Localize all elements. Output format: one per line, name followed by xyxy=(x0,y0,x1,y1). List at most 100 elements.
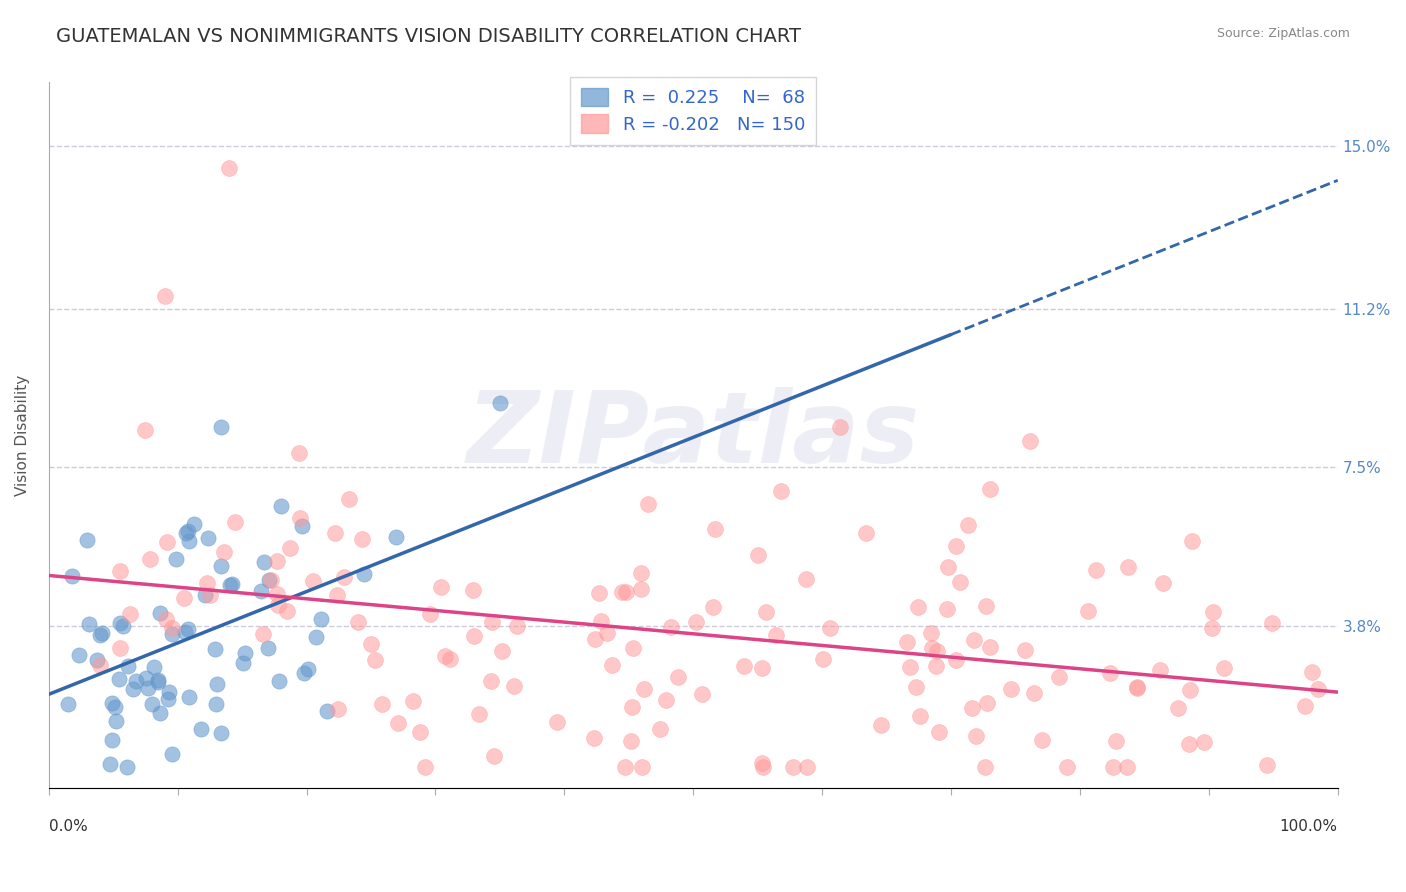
Nonimmigrants xyxy=(468,707,491,722)
Guatemalans xyxy=(190,723,212,737)
Nonimmigrants xyxy=(302,574,325,589)
Guatemalans xyxy=(194,588,217,602)
Nonimmigrants xyxy=(747,548,769,562)
Nonimmigrants xyxy=(1177,737,1199,751)
Nonimmigrants xyxy=(818,622,841,636)
Nonimmigrants xyxy=(401,694,423,708)
Nonimmigrants xyxy=(290,511,312,525)
Nonimmigrants xyxy=(600,658,623,673)
Nonimmigrants xyxy=(1126,680,1149,694)
Nonimmigrants xyxy=(1256,757,1278,772)
Nonimmigrants xyxy=(463,582,485,597)
Guatemalans xyxy=(125,674,148,689)
Guatemalans xyxy=(204,642,226,657)
Text: ZIPatlas: ZIPatlas xyxy=(467,386,920,483)
Nonimmigrants xyxy=(155,611,177,625)
Nonimmigrants xyxy=(630,566,652,581)
Guatemalans xyxy=(117,659,139,673)
Guatemalans xyxy=(488,396,510,410)
Nonimmigrants xyxy=(751,756,773,770)
Guatemalans xyxy=(177,623,200,637)
Nonimmigrants xyxy=(120,607,142,622)
Guatemalans xyxy=(138,681,160,696)
Nonimmigrants xyxy=(463,628,485,642)
Nonimmigrants xyxy=(409,725,432,739)
Guatemalans xyxy=(183,517,205,532)
Nonimmigrants xyxy=(323,526,346,541)
Nonimmigrants xyxy=(925,644,948,658)
Nonimmigrants xyxy=(266,554,288,568)
Nonimmigrants xyxy=(614,584,637,599)
Nonimmigrants xyxy=(637,497,659,511)
Nonimmigrants xyxy=(287,445,309,459)
Nonimmigrants xyxy=(160,621,183,635)
Guatemalans xyxy=(135,671,157,685)
Nonimmigrants xyxy=(326,702,349,716)
Nonimmigrants xyxy=(352,533,374,547)
Guatemalans xyxy=(141,697,163,711)
Nonimmigrants xyxy=(770,484,793,499)
Nonimmigrants xyxy=(1260,615,1282,630)
Nonimmigrants xyxy=(648,722,671,736)
Nonimmigrants xyxy=(659,620,682,634)
Nonimmigrants xyxy=(907,600,929,615)
Nonimmigrants xyxy=(1201,621,1223,635)
Guatemalans xyxy=(148,675,170,690)
Nonimmigrants xyxy=(1149,663,1171,677)
Nonimmigrants xyxy=(1056,760,1078,774)
Nonimmigrants xyxy=(1116,760,1139,774)
Nonimmigrants xyxy=(794,572,817,586)
Nonimmigrants xyxy=(276,604,298,618)
Nonimmigrants xyxy=(1085,563,1108,577)
Nonimmigrants xyxy=(583,731,606,746)
Nonimmigrants xyxy=(945,539,967,553)
Nonimmigrants xyxy=(1047,670,1070,684)
Text: GUATEMALAN VS NONIMMIGRANTS VISION DISABILITY CORRELATION CHART: GUATEMALAN VS NONIMMIGRANTS VISION DISAB… xyxy=(56,27,801,45)
Nonimmigrants xyxy=(1126,681,1149,695)
Guatemalans xyxy=(165,551,187,566)
Nonimmigrants xyxy=(755,605,778,619)
Nonimmigrants xyxy=(621,641,644,656)
Guatemalans xyxy=(76,533,98,548)
Nonimmigrants xyxy=(956,517,979,532)
Nonimmigrants xyxy=(936,560,959,574)
Nonimmigrants xyxy=(1014,642,1036,657)
Nonimmigrants xyxy=(1192,734,1215,748)
Guatemalans xyxy=(148,673,170,688)
Nonimmigrants xyxy=(1031,732,1053,747)
Guatemalans xyxy=(56,697,79,711)
Nonimmigrants xyxy=(439,652,461,666)
Guatemalans xyxy=(209,420,232,434)
Nonimmigrants xyxy=(481,615,503,629)
Guatemalans xyxy=(101,733,124,747)
Nonimmigrants xyxy=(920,625,942,640)
Nonimmigrants xyxy=(904,680,927,694)
Nonimmigrants xyxy=(108,640,131,655)
Guatemalans xyxy=(104,699,127,714)
Guatemalans xyxy=(98,757,121,772)
Y-axis label: Vision Disability: Vision Disability xyxy=(15,375,30,496)
Nonimmigrants xyxy=(631,760,654,774)
Nonimmigrants xyxy=(633,681,655,696)
Nonimmigrants xyxy=(733,659,755,673)
Nonimmigrants xyxy=(910,709,932,723)
Nonimmigrants xyxy=(690,687,713,701)
Nonimmigrants xyxy=(224,515,246,529)
Nonimmigrants xyxy=(134,423,156,437)
Guatemalans xyxy=(77,616,100,631)
Text: 0.0%: 0.0% xyxy=(49,819,87,833)
Nonimmigrants xyxy=(482,749,505,764)
Nonimmigrants xyxy=(613,760,636,774)
Guatemalans xyxy=(256,641,278,656)
Nonimmigrants xyxy=(1202,605,1225,619)
Nonimmigrants xyxy=(828,420,851,434)
Nonimmigrants xyxy=(936,602,959,616)
Guatemalans xyxy=(232,656,254,670)
Text: Source: ZipAtlas.com: Source: ZipAtlas.com xyxy=(1216,27,1350,40)
Nonimmigrants xyxy=(612,585,634,599)
Guatemalans xyxy=(218,578,240,592)
Guatemalans xyxy=(353,567,375,582)
Guatemalans xyxy=(291,518,314,533)
Nonimmigrants xyxy=(782,760,804,774)
Nonimmigrants xyxy=(546,714,568,729)
